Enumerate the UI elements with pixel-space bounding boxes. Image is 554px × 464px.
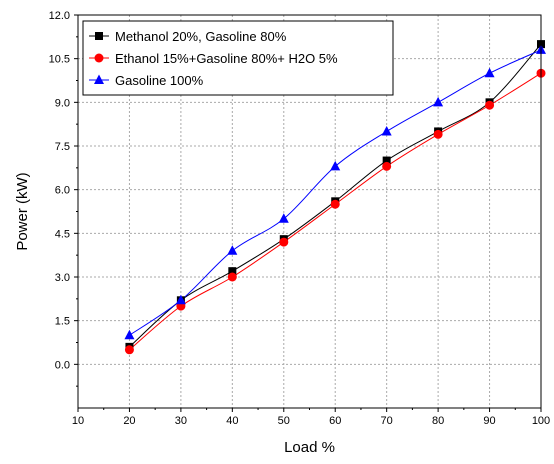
y-tick-label: 4.5: [55, 228, 70, 240]
legend: Methanol 20%, Gasoline 80% Ethanol 15%+Ga…: [82, 20, 394, 96]
legend-label: Ethanol 15%+Gasoline 80%+ H2O 5%: [115, 51, 338, 66]
x-tick-label: 40: [226, 415, 238, 427]
data-point-series-2: [124, 345, 134, 355]
data-point-series-2: [433, 129, 443, 139]
legend-marker: [94, 74, 104, 84]
legend-label: Gasoline 100%: [115, 73, 204, 88]
y-tick-label: 9.0: [55, 97, 70, 109]
legend-marker: [95, 32, 103, 40]
data-point-series-2: [330, 199, 340, 209]
data-point-series-1: [228, 267, 237, 276]
data-point-series-3: [124, 329, 135, 340]
x-tick-labels: 10 20 30 40 50 60 70 80 90 100: [72, 415, 550, 427]
y-tick-label: 0.0: [55, 359, 70, 371]
x-tick-label: 10: [72, 415, 84, 427]
data-point-series-3: [381, 125, 392, 136]
y-tick-label: 7.5: [55, 141, 70, 153]
data-point-series-3: [175, 294, 186, 305]
data-point-series-2: [382, 161, 392, 171]
x-tick-label: 30: [175, 415, 187, 427]
x-tick-label: 80: [432, 415, 444, 427]
data-point-series-2: [279, 237, 289, 247]
legend-box: [82, 20, 394, 96]
data-point-series-1: [382, 156, 391, 165]
series-markers: [124, 40, 546, 355]
axis-ticks: [74, 14, 542, 412]
legend-label: Methanol 20%, Gasoline 80%: [115, 29, 287, 44]
x-axis-title: Load %: [284, 439, 335, 456]
x-tick-label: 90: [483, 415, 495, 427]
x-tick-label: 70: [381, 415, 393, 427]
data-point-series-2: [227, 272, 237, 282]
y-tick-label: 12.0: [49, 10, 70, 22]
x-tick-label: 100: [532, 415, 550, 427]
data-point-series-3: [484, 67, 495, 78]
y-tick-label: 6.0: [55, 185, 70, 197]
x-tick-label: 60: [329, 415, 341, 427]
legend-entry-1: Methanol 20%, Gasoline 80%: [89, 29, 287, 44]
data-point-series-3: [278, 213, 289, 223]
data-point-series-2: [485, 100, 495, 110]
data-point-series-3: [433, 96, 444, 107]
x-tick-label: 50: [278, 415, 290, 427]
y-tick-label: 3.0: [55, 272, 70, 284]
data-point-series-3: [330, 160, 341, 171]
y-tick-label: 1.5: [55, 316, 70, 328]
y-tick-label: 10.5: [49, 54, 70, 66]
legend-entry-3: Gasoline 100%: [89, 73, 204, 88]
data-point-series-3: [227, 245, 238, 255]
legend-entry-2: Ethanol 15%+Gasoline 80%+ H2O 5%: [89, 51, 338, 66]
legend-marker: [94, 53, 104, 63]
y-axis-title: Power (kW): [14, 172, 31, 250]
y-tick-labels: 0.0 1.5 3.0 4.5 6.0 7.5 9.0 10.5 12.0: [49, 10, 70, 371]
x-tick-label: 20: [123, 415, 135, 427]
